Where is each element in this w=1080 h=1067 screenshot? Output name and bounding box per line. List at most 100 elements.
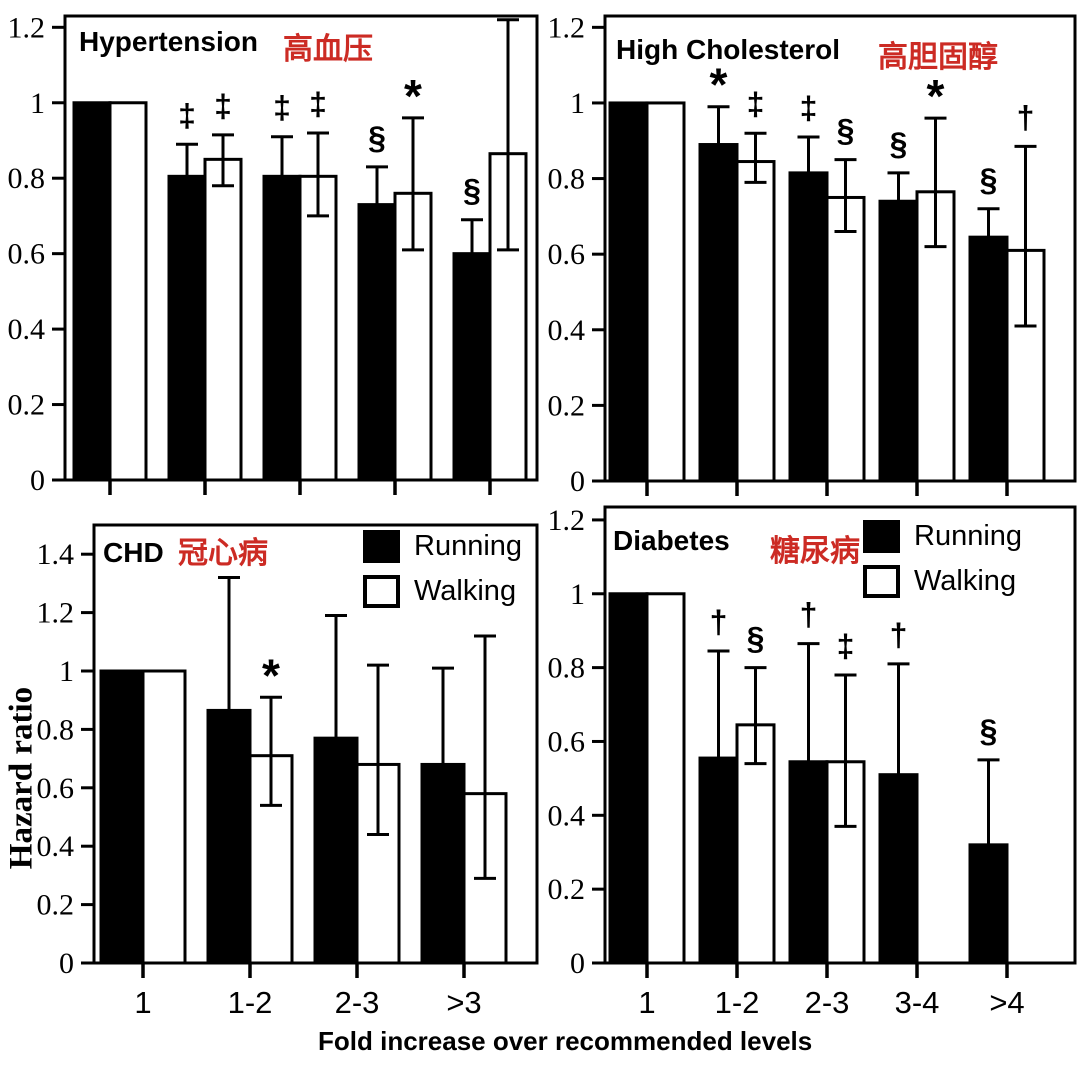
bar-running [878,199,919,483]
x-tick-label: 2-3 [335,985,380,1020]
significance-symbol: ‡ [747,86,765,122]
legend-row-walking: Walking [863,565,1022,598]
significance-symbol: † [890,617,908,653]
bar-running [698,756,739,965]
significance-symbol: ‡ [309,86,327,122]
bar-running [698,143,739,483]
panel-title-hypertension-zh: 高血压 [283,33,373,66]
bar-walking [645,101,686,483]
y-tick-label: 0 [570,465,585,498]
significance-symbol: § [980,162,998,198]
bar-walking [203,157,243,482]
significance-symbol: ‡ [273,90,291,126]
panel-title-high-cholesterol-zh: 高胆固醇 [878,41,998,74]
significance-symbol: § [980,713,998,749]
y-tick-label: 1.2 [548,504,586,537]
significance-symbol: ‡ [214,88,232,124]
bar-running [788,760,829,965]
panel-high-cholesterol: 0 0.2 0.4 0.6 0.8 1 1.2 * ‡ ‡ § § * § † [548,11,1077,498]
y-tick-label: 1 [570,87,585,120]
x-axis-title: Fold increase over recommended levels [318,1026,813,1056]
panel-title-hypertension: Hypertension [79,26,258,57]
y-tick-label: 0.2 [548,389,586,422]
y-tick-label: 0.6 [548,238,586,271]
significance-symbol: * [927,70,945,122]
legend-label-running: Running [414,530,523,562]
legend-diabetes: Running Walking [863,520,1022,610]
y-tick-label: 0.4 [548,799,586,832]
bar-running [206,708,252,965]
x-tick-label: 1-2 [228,985,273,1020]
legend-row-walking: Walking [363,575,522,608]
panel-chd: 0 0.2 0.4 0.6 0.8 1 1.2 1.4 1 1-2 * 2-3 >3 [37,523,539,1020]
y-tick-label: 0.2 [548,873,586,906]
y-tick-label: 0.8 [548,652,586,685]
legend-row-running: Running [363,530,522,563]
running-swatch [863,520,900,553]
significance-symbol: § [747,621,765,657]
legend-label-walking: Walking [914,565,1017,597]
walking-swatch [863,565,900,598]
bar-walking [825,195,866,483]
bar-running [99,669,145,965]
significance-symbol: † [1017,99,1035,135]
significance-symbol: † [710,604,728,640]
bar-running [968,843,1009,965]
bar-running [968,235,1009,483]
significance-symbol: † [800,597,818,633]
y-tick-label: 1 [30,87,45,120]
significance-symbol: ‡ [837,628,855,664]
significance-symbol: § [368,120,386,156]
bar-walking [141,669,187,965]
y-tick-label: 0 [570,947,585,980]
y-tick-label: 0 [59,947,74,980]
significance-symbol: § [890,126,908,162]
x-tick-label: 1 [134,985,151,1020]
bar-running [72,101,112,482]
legend-label-walking: Walking [414,575,517,607]
significance-symbol: § [837,113,855,149]
legend-label-running: Running [914,520,1023,552]
y-axis-title: Hazard ratio [3,686,40,870]
y-tick-label: 1.2 [548,11,586,44]
bar-running [452,252,492,482]
bar-running [878,773,919,965]
bar-running [167,174,207,482]
bar-walking [645,592,686,965]
x-tick-label: 3-4 [895,985,940,1020]
y-tick-label: 0.8 [8,162,46,195]
panel-title-high-cholesterol: High Cholesterol [616,34,841,65]
y-tick-label: 0.2 [8,389,46,422]
running-swatch [363,530,400,563]
significance-symbol: ‡ [800,90,818,126]
bar-walking [298,174,338,482]
panel-title-diabetes: Diabetes [613,525,730,556]
bar-running [608,101,649,483]
bar-running [313,736,359,965]
y-tick-label: 0.4 [8,313,46,346]
y-tick-label: 0.4 [548,314,586,347]
significance-symbol: * [262,649,280,701]
y-tick-label: 0.6 [8,238,46,271]
bar-running [788,171,829,483]
bar-running [357,203,397,482]
x-tick-label: 1-2 [715,985,760,1020]
bar-running [262,174,302,482]
x-tick-label: >3 [446,985,481,1020]
panel-title-diabetes-zh: 糖尿病 [770,535,860,568]
panel-hypertension: 0 0.2 0.4 0.6 0.8 1 1.2 ‡ ‡ ‡ ‡ § * § [8,11,539,497]
panel-diabetes: 0 0.2 0.4 0.6 0.8 1 1.2 1 1-2 † § 2-3 † ‡ 3-4 † >4 § [548,504,1077,1020]
y-tick-label: 1.4 [37,538,75,571]
x-tick-label: >4 [989,985,1024,1020]
y-tick-label: 1.2 [8,11,46,44]
bar-running [420,762,466,965]
significance-symbol: § [463,173,481,209]
x-tick-label: 1 [638,985,655,1020]
y-tick-label: 0.8 [548,163,586,196]
bar-running [608,592,649,965]
legend-row-running: Running [863,520,1022,553]
legend-chd: Running Walking [363,530,522,620]
significance-symbol: ‡ [178,97,196,133]
